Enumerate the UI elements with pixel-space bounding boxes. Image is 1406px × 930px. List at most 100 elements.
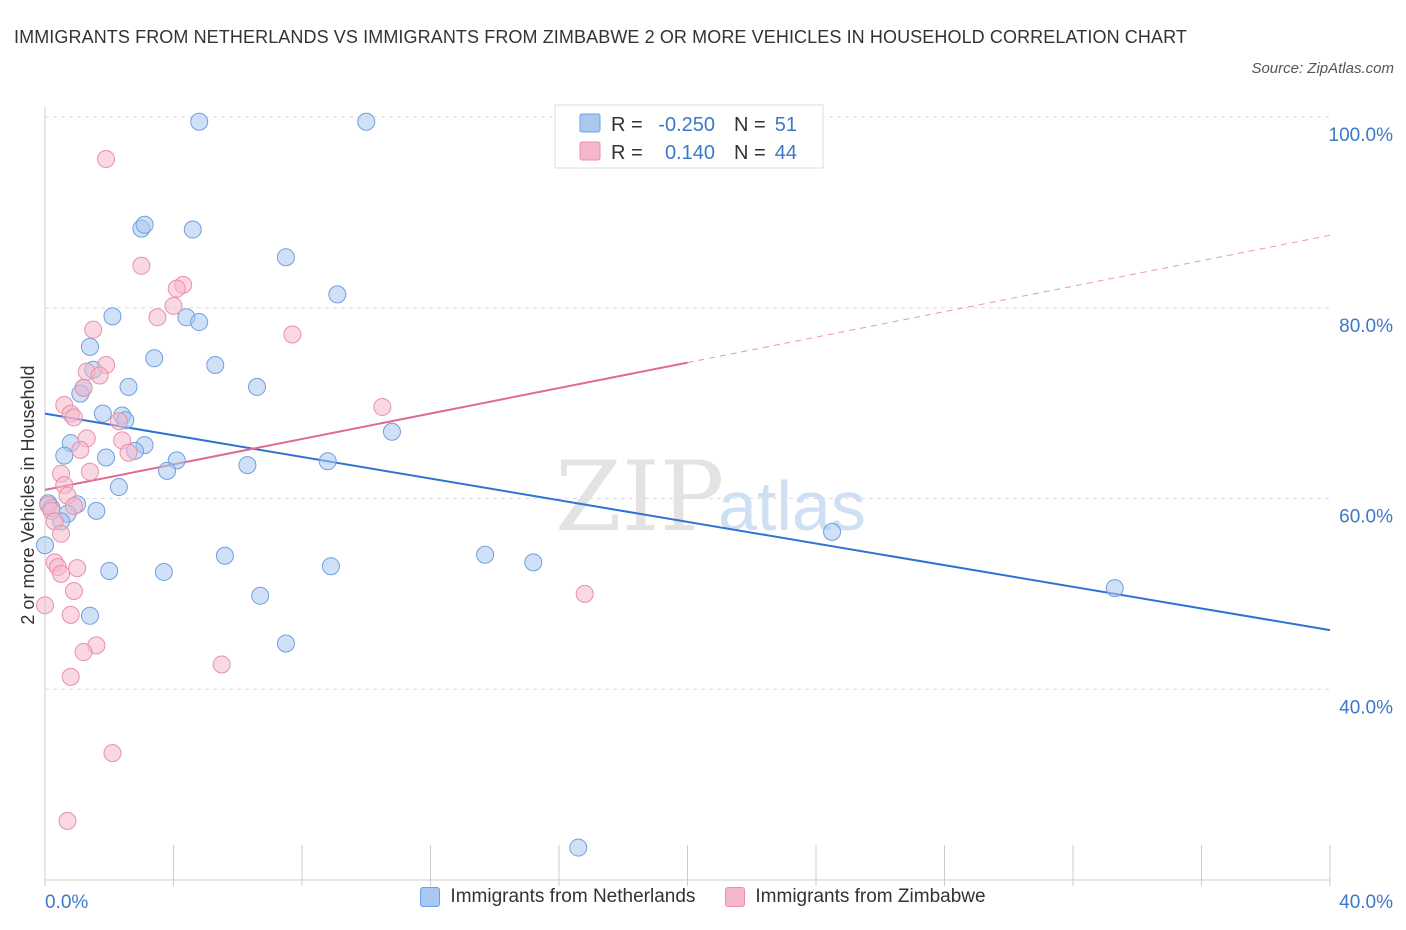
data-point-blue <box>190 112 209 131</box>
data-point-pink <box>132 256 151 275</box>
data-point-pink <box>52 524 71 543</box>
data-point-pink <box>61 667 80 686</box>
data-point-pink <box>103 744 122 763</box>
data-point-blue <box>158 461 177 480</box>
data-point-pink <box>167 279 186 298</box>
data-point-blue <box>248 377 267 396</box>
data-point-pink <box>58 811 77 830</box>
watermark-atlas: atlas <box>718 467 866 545</box>
data-point-blue <box>100 561 119 580</box>
data-point-pink <box>212 655 231 674</box>
data-point-blue <box>318 452 337 471</box>
data-point-pink <box>74 378 93 397</box>
data-point-pink <box>119 443 138 462</box>
legend-item-zimbabwe[interactable]: Immigrants from Zimbabwe <box>725 886 986 908</box>
data-point-pink <box>71 440 90 459</box>
data-point-blue <box>357 112 376 131</box>
data-point-pink <box>109 412 128 431</box>
data-points <box>36 112 1124 857</box>
data-point-blue <box>55 446 74 465</box>
data-point-blue <box>183 220 202 239</box>
data-point-blue <box>36 536 54 555</box>
data-point-blue <box>103 307 122 326</box>
trend-line-pink-extension <box>687 234 1331 364</box>
legend-r-label-1: R = <box>611 114 648 136</box>
data-point-blue <box>251 586 270 605</box>
data-point-blue <box>238 456 257 475</box>
data-point-pink <box>283 325 302 344</box>
data-point-pink <box>97 149 116 168</box>
legend-n-label-1: N = <box>734 114 771 136</box>
legend-label-zimbabwe: Immigrants from Zimbabwe <box>755 886 986 907</box>
y-axis-label: 2 or more Vehicles in Household <box>18 365 38 624</box>
data-point-blue <box>476 545 495 564</box>
data-point-blue <box>145 349 164 368</box>
correlation-legend: R = -0.250 N = 51 R = 0.140 N = 44 <box>554 104 824 169</box>
axes <box>44 107 1331 886</box>
watermark-zip: ZIP <box>555 441 724 553</box>
legend-swatch-blue <box>420 887 441 907</box>
data-point-pink <box>164 296 183 315</box>
trend-lines <box>44 234 1331 632</box>
data-point-blue <box>190 313 209 332</box>
legend-n-value-2: 44 <box>775 142 797 164</box>
data-point-blue <box>135 215 154 234</box>
data-point-pink <box>61 605 80 624</box>
y-tick-label: 100.0% <box>1329 125 1394 146</box>
data-point-blue <box>382 422 401 441</box>
tick-labels: 40.0% 60.0% 80.0% 100.0% 0.0% 40.0% <box>45 125 1393 913</box>
watermark: ZIP atlas <box>555 441 866 553</box>
data-point-blue <box>328 285 347 304</box>
data-point-blue <box>823 522 842 541</box>
data-point-pink <box>90 366 109 385</box>
chart-title: IMMIGRANTS FROM NETHERLANDS VS IMMIGRANT… <box>14 27 1187 47</box>
legend-item-netherlands[interactable]: Immigrants from Netherlands <box>420 886 695 908</box>
trend-line-pink <box>44 361 688 491</box>
data-point-blue <box>321 557 340 576</box>
legend-swatch-zimbabwe <box>579 141 601 161</box>
data-point-pink <box>52 564 71 583</box>
data-point-blue <box>87 501 106 520</box>
data-point-blue <box>119 377 138 396</box>
source-label: Source: ZipAtlas.com <box>1251 60 1394 77</box>
y-tick-label: 60.0% <box>1339 507 1393 528</box>
x-tick-label: 0.0% <box>45 892 88 913</box>
legend-swatch-pink <box>725 887 746 907</box>
data-point-pink <box>64 497 83 516</box>
x-tick-label: 40.0% <box>1339 892 1393 913</box>
data-point-pink <box>64 582 83 601</box>
data-point-blue <box>276 248 295 267</box>
data-point-blue <box>154 562 173 581</box>
data-point-blue <box>206 355 225 374</box>
data-point-blue <box>80 606 99 625</box>
y-tick-label: 40.0% <box>1339 697 1393 718</box>
data-point-blue <box>569 838 588 857</box>
data-point-pink <box>575 584 594 603</box>
data-point-blue <box>524 553 543 572</box>
legend-r-value-1: -0.250 <box>658 114 715 136</box>
legend-swatch-netherlands <box>579 113 601 133</box>
data-point-pink <box>68 559 87 578</box>
legend-r-value-2: 0.140 <box>665 142 715 164</box>
data-point-pink <box>36 596 54 615</box>
legend-label-netherlands: Immigrants from Netherlands <box>450 886 696 907</box>
data-point-pink <box>148 308 167 327</box>
legend-n-value-1: 51 <box>775 114 797 136</box>
grid-lines <box>45 116 1330 690</box>
data-point-pink <box>373 397 392 416</box>
data-point-pink <box>84 320 103 339</box>
y-tick-label: 80.0% <box>1339 316 1393 337</box>
data-point-blue <box>93 404 112 423</box>
data-point-blue <box>276 634 295 653</box>
data-point-blue <box>1105 579 1124 598</box>
legend-r-label-2: R = <box>611 142 648 164</box>
data-point-pink <box>64 408 83 427</box>
data-point-pink <box>74 643 93 662</box>
data-point-blue <box>215 546 234 565</box>
data-point-blue <box>97 448 116 467</box>
data-point-blue <box>109 478 128 497</box>
series-legend: Immigrants from Netherlands Immigrants f… <box>0 886 1406 908</box>
legend-n-label-2: N = <box>734 142 771 164</box>
data-point-blue <box>80 337 99 356</box>
